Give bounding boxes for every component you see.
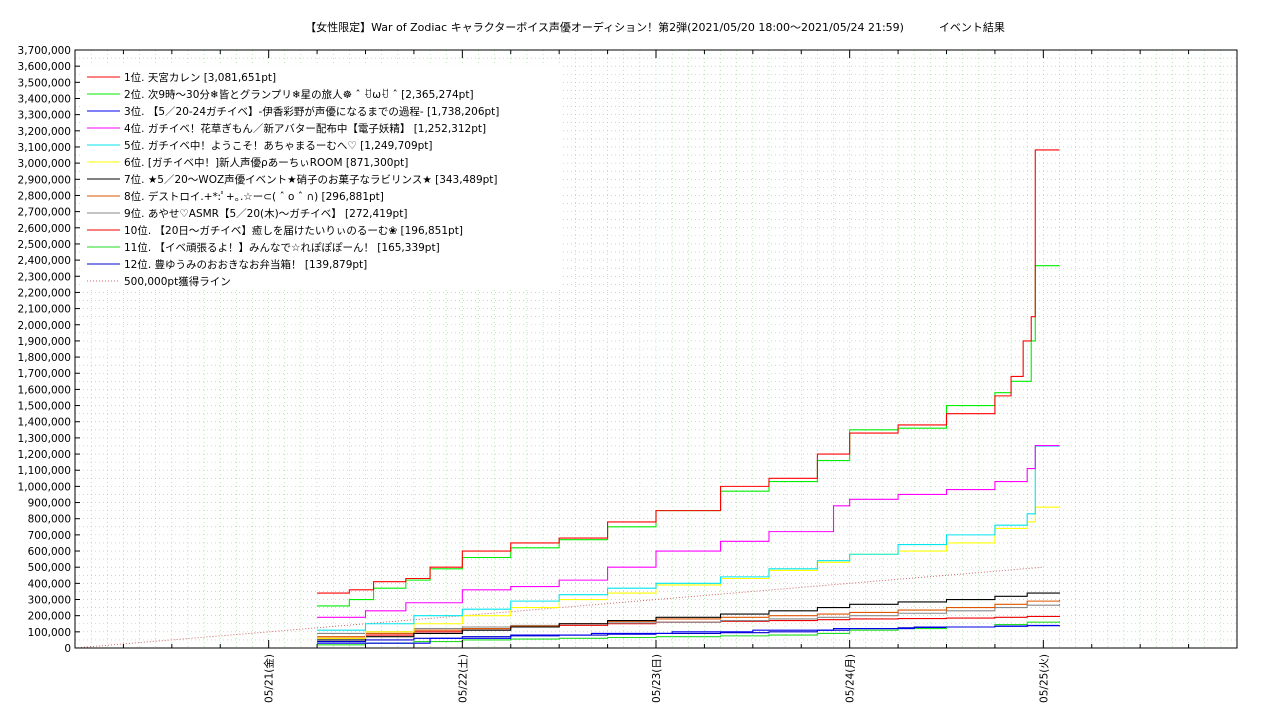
- legend-entry: 8位. デストロイ.+*:ﾟ+｡.☆ー⊂( ˆ o ˆ ∩) [296,881p…: [124, 190, 384, 203]
- legend-entry: 3位. 【5／20-24ガチイベ】-伊香彩野が声優になるまでの過程- [1,73…: [124, 105, 499, 118]
- y-tick-label: 2,900,000: [18, 174, 71, 186]
- y-tick-label: 500,000: [28, 562, 71, 574]
- y-tick-label: 2,300,000: [18, 271, 71, 283]
- y-tick-label: 1,100,000: [18, 465, 71, 477]
- legend-entry: 1位. 天宮カレン [3,081,651pt]: [124, 71, 276, 84]
- legend-background: [80, 66, 560, 290]
- y-tick-label: 1,600,000: [18, 384, 71, 396]
- y-tick-label: 3,500,000: [18, 77, 71, 89]
- y-tick-label: 3,600,000: [18, 61, 71, 73]
- y-tick-label: 2,700,000: [18, 207, 71, 219]
- y-tick-label: 3,400,000: [18, 93, 71, 105]
- y-tick-label: 1,200,000: [18, 449, 71, 461]
- y-tick-label: 3,000,000: [18, 158, 71, 170]
- series-line-6: [317, 506, 1060, 639]
- x-tick-label: 05/24(月): [845, 654, 857, 703]
- series-lines: [317, 149, 1061, 646]
- y-tick-label: 2,100,000: [18, 304, 71, 316]
- legend-entry: 4位. ガチイベ！花草ぎもん／新アバター配布中【電子妖精】 [1,252,312…: [124, 122, 486, 135]
- y-tick-label: 3,200,000: [18, 126, 71, 138]
- x-tick-label: 05/21(金): [263, 654, 276, 703]
- legend-entry: 2位. 次9時〜30分❄皆とグランプリ❄星の旅人☸ ˆ ꀀωꀀ ˆ [2,365…: [124, 88, 474, 101]
- y-tick-label: 0: [64, 643, 71, 655]
- y-tick-label: 100,000: [28, 627, 71, 639]
- x-tick-label: 05/23(日): [651, 654, 663, 703]
- legend-entry: 6位. [ガチイベ中！]新人声優ρあーちぃROOM [871,300pt]: [124, 156, 408, 169]
- legend-entry: 500,000pt獲得ライン: [124, 275, 231, 288]
- y-tick-label: 600,000: [28, 546, 71, 558]
- y-tick-label: 1,800,000: [18, 352, 71, 364]
- legend-entry: 7位. ★5／20〜WOZ声優イベント★硝子のお菓子なラビリンス★ [343,4…: [124, 173, 498, 186]
- y-tick-label: 700,000: [28, 530, 71, 542]
- series-line-3: [317, 624, 1060, 644]
- y-tick-label: 3,700,000: [18, 45, 71, 57]
- y-tick-label: 2,000,000: [18, 320, 71, 332]
- y-axis-ticks: 0 100,000 200,000 300,000 400,000 500,000 600,…: [18, 45, 80, 655]
- chart-title: 【女性限定】War of Zodiac キャラクターボイス声優オーディション！第…: [305, 21, 1005, 34]
- legend-entry: 10位. 【20日〜ガチイベ】癒しを届けたいりぃのるーむ❀ [196,851pt…: [124, 224, 463, 237]
- legend-entry: 11位. 【イベ頑張るよ！】みんなで☆れぽぽぽーん！ [165,339pt]: [124, 241, 440, 254]
- y-tick-label: 2,400,000: [18, 255, 71, 267]
- y-tick-label: 1,500,000: [18, 401, 71, 413]
- legend-entry: 12位. 豊ゆうみのおおきなお弁当箱！ [139,879pt]: [124, 258, 367, 271]
- y-tick-label: 2,500,000: [18, 239, 71, 251]
- y-tick-label: 1,400,000: [18, 417, 71, 429]
- x-tick-label: 05/25(火): [1038, 654, 1050, 703]
- y-tick-label: 1,900,000: [18, 336, 71, 348]
- y-tick-label: 800,000: [28, 514, 71, 526]
- series-line-1: [317, 149, 1060, 594]
- y-tick-label: 900,000: [28, 498, 71, 510]
- y-tick-label: 2,200,000: [18, 287, 71, 299]
- x-tick-label: 05/22(土): [456, 654, 469, 703]
- y-tick-label: 1,700,000: [18, 368, 71, 380]
- y-tick-label: 1,000,000: [18, 481, 71, 493]
- legend-entry: 9位. あやせ♡ASMR【5／20(木)〜ガチイベ】 [272,419pt]: [124, 207, 407, 220]
- y-tick-label: 1,300,000: [18, 433, 71, 445]
- y-tick-label: 300,000: [28, 595, 71, 607]
- series-line-4: [317, 445, 1060, 618]
- y-tick-label: 3,100,000: [18, 142, 71, 154]
- legend-entry: 5位. ガチイベ中！ようこそ！あちゃまるーむへ♡ [1,249,709pt]: [124, 139, 433, 152]
- series-line-7: [317, 592, 1061, 641]
- y-tick-label: 200,000: [28, 611, 71, 623]
- y-tick-label: 3,300,000: [18, 110, 71, 122]
- legend: 1位. 天宮カレン [3,081,651pt] 2位. 次9時〜30分❄皆とグラン…: [80, 66, 560, 290]
- x-axis-ticks: 05/21(金) 05/22(土) 05/23(日) 05/24(月) 05/25(火): [122, 50, 1190, 703]
- y-tick-label: 2,600,000: [18, 223, 71, 235]
- series-line-5: [317, 445, 1060, 631]
- y-tick-label: 2,800,000: [18, 190, 71, 202]
- y-tick-label: 400,000: [28, 578, 71, 590]
